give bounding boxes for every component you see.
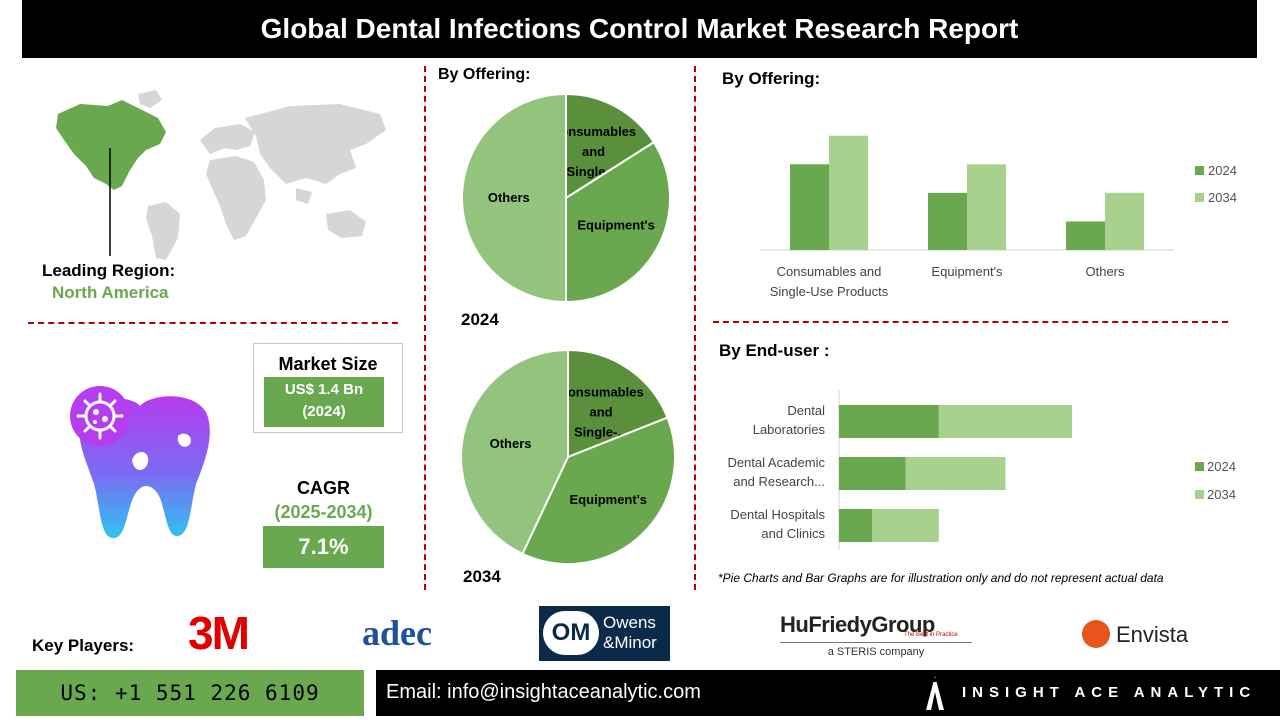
pie-slice-others [460,348,569,556]
pie-slice-equipment-s [521,416,676,565]
market-size-value: US$ 1.4 Bn (2024) [264,377,384,427]
divider-region [28,322,398,324]
bar-chart-offering: Consumables and Single-Use Products Equipm… [760,135,1237,299]
logo-envista: Envista [1116,622,1189,647]
hbar-legend-swatch-2034 [1195,490,1204,499]
pie-slice-consumables-and-single [567,348,669,459]
world-map [56,90,386,260]
owens-minor-line1: Owens [603,613,656,632]
hbar-category-label: Dental Laboratories [753,403,826,437]
hufriedy-steris: a STERIS company [827,646,925,658]
legend-label-2034: 2034 [1208,190,1237,205]
pie-slice-label: Consumables and Single-... [558,384,643,439]
cagr-title: CAGR [297,478,350,498]
pie-slice-label: Others [490,436,532,451]
bar-category-label: Equipment's [931,264,1003,279]
legend-swatch-2024 [1195,166,1204,175]
logo-3m: 3M [188,607,250,659]
bar-2024-1 [790,164,829,250]
bar-2034-2 [967,164,1006,250]
owens-minor-initials: OM [543,611,599,655]
pie-slice-label: Consumables and Single-... [551,124,636,179]
pie-chart-2034: Consumables and Single-... Equipment's Other… [460,348,676,565]
bar-category-label: Others [1085,264,1125,279]
pie-slice-label: Equipment's [570,492,648,507]
footer-email: Email: info@insightaceanalytic.com [386,681,701,703]
legend-label-2024: 2024 [1208,163,1237,178]
logo-adec: adec [362,613,432,653]
pie-slice-others [461,92,567,304]
bar-2034-3 [1105,192,1144,250]
page-title: Global Dental Infections Control Market … [22,0,1257,58]
north-america-highlight [56,100,166,190]
hufriedy-name: HuFriedyGroup [780,612,935,637]
hbar-legend-label-2034: 2034 [1207,487,1236,502]
hufriedy-tagline: The Best in Practice [904,632,958,638]
pie-slice-label: Equipment's [577,218,655,233]
pie-chart-2024: Consumables and Single-... Equipment's Other… [461,92,671,304]
hbar-category-label: Dental Hospitals and Clinics [730,507,825,541]
bar-2024-2 [928,192,967,250]
pie-2024-year-label: 2024 [461,310,499,329]
hbar-2024-3 [839,509,873,542]
footer-phone: US: +1 551 226 6109 [16,670,364,716]
hbar-legend-label-2024: 2024 [1207,459,1236,474]
hbar-2034-2 [905,457,1006,490]
cagr-period: (2025-2034) [274,502,373,522]
hbar-2034-3 [872,509,939,542]
logo-owens-minor: OM Owens &Minor [539,606,670,661]
hbar-section-title: By End-user : [719,341,830,360]
owens-minor-line2: &Minor [603,633,657,652]
market-size-amount: US$ 1.4 Bn [284,381,364,398]
footer-email-bar: Email: info@insightaceanalytic.com INSIG… [376,670,1280,716]
chart-disclaimer: *Pie Charts and Bar Graphs are for illus… [718,571,1164,585]
hbar-category-label: Dental Academic and Research... [727,455,825,489]
divider-right [694,66,696,590]
cagr-value: 7.1% [263,526,384,568]
tooth-virus-icon [70,386,210,539]
pie-slice-equipment-s [565,140,671,304]
market-size-title: Market Size [278,354,378,374]
pie-2034-year-label: 2034 [463,567,501,586]
footer-brand: INSIGHT ACE ANALYTIC [962,684,1257,701]
pie-slice-consumables-and-single [565,92,656,200]
hbar-2034-1 [938,405,1072,438]
market-size-card: Market Size US$ 1.4 Bn (2024) [253,343,403,433]
market-size-year: (2024) [302,403,346,420]
leading-region-value: North America [52,283,169,302]
bar-category-label: Consumables and Single-Use Products [770,264,889,299]
bar-2034-1 [829,135,868,250]
map-other-continents [138,90,386,260]
envista-icon [1082,620,1110,648]
logo-hufriedy: HuFriedyGroup The Best in Practice a STE… [780,612,980,658]
divider-left [424,66,426,590]
key-players-label: Key Players: [32,636,135,655]
hbar-2024-2 [839,457,906,490]
hbar-2024-1 [839,405,939,438]
hbar-legend-swatch-2024 [1195,462,1204,471]
bar-2024-3 [1066,221,1105,250]
legend-swatch-2034 [1195,193,1204,202]
bar-section-title: By Offering: [722,69,821,88]
leading-region-label: Leading Region: [42,261,176,280]
insightace-logo-icon [926,676,944,710]
divider-charts [713,321,1228,323]
bar-chart-end-user: Dental Laboratories Dental Academic and Res… [727,390,1236,550]
pie-slice-label: Others [488,190,530,205]
pie-section-title: By Offering: [438,66,531,83]
